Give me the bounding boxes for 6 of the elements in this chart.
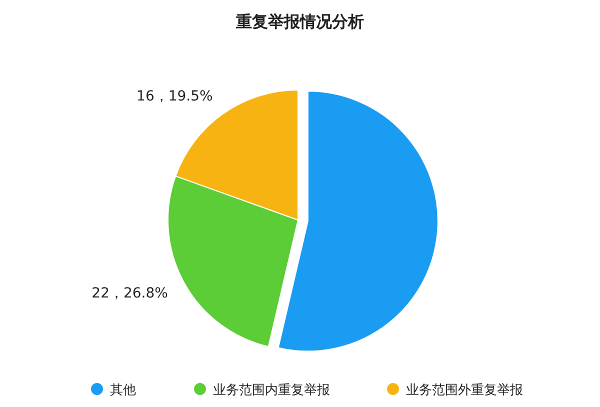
data-label: 22，26.8% [92, 286, 168, 302]
data-label: 16，19.5% [136, 88, 213, 105]
chart-title: 重复举报情况分析 [235, 12, 364, 31]
legend-label: 业务范围外重复举报 [406, 383, 523, 398]
legend-label: 其他 [110, 383, 136, 398]
legend-label: 业务范围内重复举报 [213, 383, 330, 398]
